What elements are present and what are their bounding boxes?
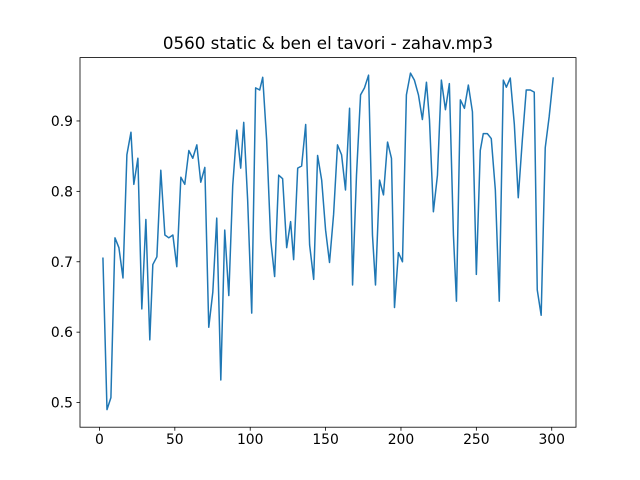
y-tick-label: 0.6 (51, 325, 73, 341)
x-tick-label: 300 (538, 432, 565, 448)
x-tick-label: 200 (388, 432, 415, 448)
y-tick-label: 0.5 (51, 396, 73, 412)
x-tick-label: 0 (95, 432, 104, 448)
axes-frame (79, 57, 577, 428)
y-tick-label: 0.7 (51, 255, 73, 271)
x-tick-label: 150 (312, 432, 339, 448)
line-series (102, 72, 554, 411)
x-tick-label: 50 (166, 432, 184, 448)
x-tick-label: 100 (237, 432, 264, 448)
chart-title: 0560 static & ben el tavori - zahav.mp3 (163, 33, 493, 53)
x-tick-label: 250 (463, 432, 490, 448)
y-tick-label: 0.9 (51, 114, 73, 130)
y-tick-label: 0.8 (51, 184, 73, 200)
